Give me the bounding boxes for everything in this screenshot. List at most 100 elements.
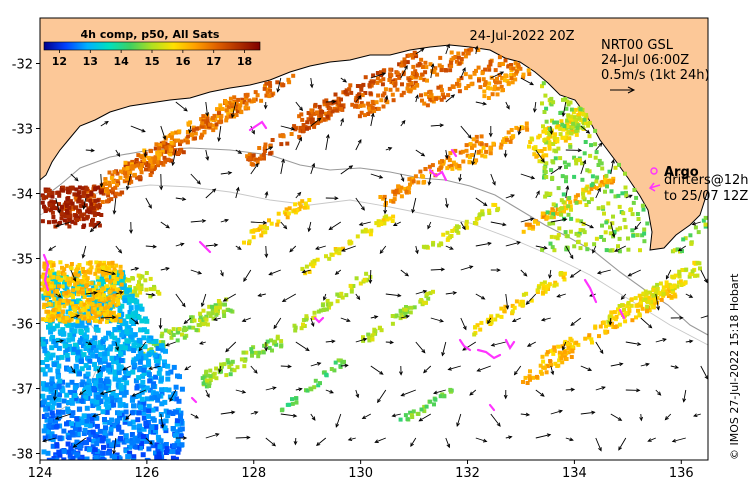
sst-pixel (222, 314, 227, 318)
sst-pixel (72, 342, 78, 348)
sst-pixel (413, 174, 418, 179)
sst-pixel (76, 199, 81, 204)
current-vector (441, 341, 447, 357)
sst-pixel (137, 432, 143, 438)
current-vector-shaft (634, 221, 642, 230)
sst-pixel (479, 320, 484, 325)
sst-pixel (51, 284, 56, 289)
sst-pixel (74, 304, 79, 308)
current-vector-head (112, 210, 117, 215)
lon-tick-label: 136 (669, 466, 694, 481)
sst-pixel (166, 145, 171, 150)
current-vector-shaft (692, 221, 701, 225)
current-vector-shaft (359, 221, 371, 226)
current-vector-shaft (213, 317, 221, 321)
sst-pixel (247, 156, 252, 160)
sst-pixel (160, 347, 166, 353)
sst-pixel (535, 374, 539, 379)
sst-pixel (501, 139, 505, 144)
current-vector (620, 293, 627, 301)
sst-pixel (119, 274, 124, 279)
sst-pixel (67, 280, 72, 285)
sst-pixel (136, 337, 142, 343)
current-vector (188, 125, 192, 134)
sst-pixel (119, 169, 123, 174)
sst-pixel (293, 202, 298, 207)
sst-pixel (583, 242, 588, 247)
sst-pixel (94, 441, 100, 447)
current-vector-head (74, 177, 79, 182)
sst-pixel (556, 146, 561, 151)
sst-pixel (544, 153, 549, 158)
sst-pixel (158, 340, 163, 345)
sst-pixel (90, 429, 96, 435)
sst-pixel (482, 89, 487, 94)
sst-pixel (663, 289, 668, 294)
current-vector-head (510, 194, 515, 198)
sst-pixel (666, 294, 671, 298)
sst-pixel (495, 313, 500, 318)
sst-pixel (564, 165, 568, 169)
current-vector-head (540, 317, 546, 322)
colorbar-tick-label: 15 (144, 55, 159, 68)
sst-pixel (201, 119, 206, 124)
current-vector (513, 365, 522, 376)
sst-pixel (79, 320, 85, 326)
sst-pixel (617, 311, 622, 316)
sst-pixel (52, 296, 57, 301)
sst-pixel (53, 457, 59, 460)
current-vector-shaft (648, 437, 656, 442)
current-vector (250, 365, 258, 374)
current-vector-head (111, 315, 117, 320)
current-vector (505, 101, 510, 110)
sst-pixel (123, 403, 129, 409)
current-vector (368, 269, 373, 284)
current-vector (190, 219, 207, 223)
current-vector-head (52, 396, 57, 401)
current-vector (268, 269, 281, 276)
sst-pixel (107, 180, 112, 185)
sst-pixel (391, 214, 396, 219)
current-vector (307, 221, 312, 233)
current-vector-head (532, 108, 537, 113)
sst-pixel (310, 260, 315, 265)
sst-pixel (81, 343, 86, 349)
sst-pixel (226, 308, 231, 312)
sst-pixel (402, 63, 407, 68)
sst-pixel (312, 385, 317, 390)
current-vector (595, 341, 604, 355)
sst-pixel (161, 140, 166, 145)
sst-pixel (527, 374, 532, 379)
sst-pixel (370, 80, 375, 85)
sst-pixel (80, 335, 85, 341)
sst-pixel (76, 270, 82, 276)
current-vector-shaft (491, 341, 506, 346)
sst-pixel (89, 265, 94, 270)
current-vector-shaft (280, 159, 285, 175)
sst-pixel (107, 183, 112, 188)
sst-pixel (472, 71, 477, 76)
sst-pixel (169, 135, 174, 140)
sst-pixel (86, 378, 92, 384)
sst-pixel (56, 270, 61, 275)
sst-pixel (305, 388, 310, 393)
sst-pixel (369, 228, 374, 233)
sst-pixel (383, 87, 388, 92)
sst-pixel (138, 276, 143, 281)
current-vector-head (360, 206, 365, 211)
sst-pixel (334, 108, 339, 113)
sst-pixel (72, 328, 78, 334)
sst-pixel (156, 370, 162, 376)
current-vector (415, 245, 419, 255)
sst-pixel (59, 207, 64, 212)
current-vector-shaft (477, 365, 491, 372)
sst-pixel (582, 188, 587, 193)
sst-pixel (320, 303, 325, 308)
sst-pixel (284, 207, 289, 212)
sst-pixel (641, 207, 646, 212)
sst-pixel (626, 247, 631, 252)
sst-pixel (129, 319, 135, 325)
current-vector-head (205, 112, 210, 117)
sst-pixel (267, 346, 272, 350)
sst-pixel (622, 217, 627, 222)
